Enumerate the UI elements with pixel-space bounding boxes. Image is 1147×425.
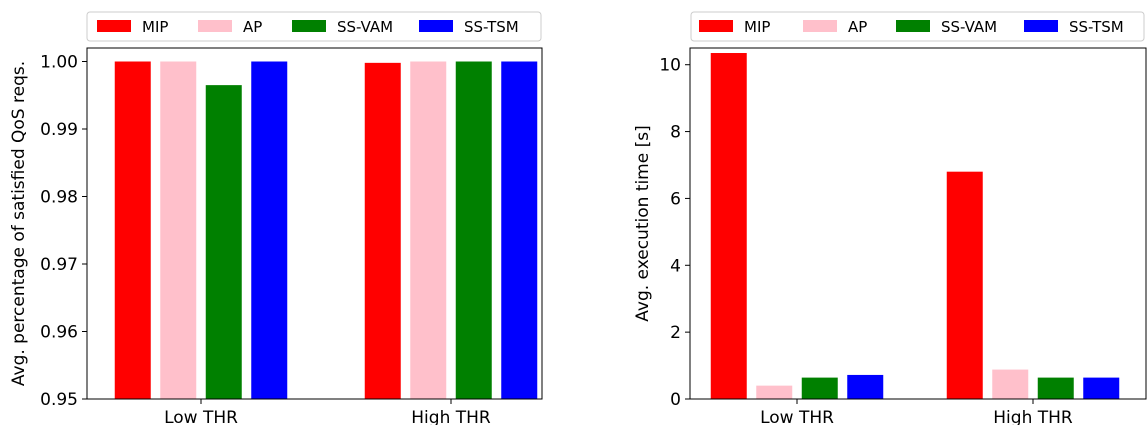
bar-ss-tsm-high-thr <box>1083 377 1120 399</box>
y-tick-label: 0.96 <box>40 323 78 343</box>
y-tick-label: 0.98 <box>40 188 78 208</box>
bar-ss-tsm-low-thr <box>251 61 288 399</box>
bar-ss-tsm-high-thr <box>501 61 538 399</box>
y-axis-label: Avg. execution time [s] <box>633 125 653 321</box>
chart-execution-time: 0 2 4 6 8 10 Low THR High THR Avg. execution tim… <box>633 11 1147 425</box>
y-tick-label: 1.00 <box>40 53 78 73</box>
chart-qos-satisfaction: 0.95 0.96 0.97 0.98 0.99 1.00 Low THR High THR A… <box>9 11 543 425</box>
legend-swatch <box>198 20 232 32</box>
legend-label: MIP <box>142 18 168 36</box>
y-tick-label: 8 <box>670 123 681 143</box>
legend-label: AP <box>243 18 262 36</box>
y-tick-label: 0.97 <box>40 255 78 275</box>
x-tick-label: Low THR <box>760 408 834 425</box>
bar-ap-low-thr <box>160 61 197 399</box>
y-tick-label: 10 <box>659 56 681 76</box>
y-tick-label: 0.95 <box>40 390 78 410</box>
legend-swatch <box>699 20 733 32</box>
legend-label: AP <box>848 18 867 36</box>
bar-ap-high-thr <box>992 369 1029 399</box>
legend-swatch <box>419 20 453 32</box>
legend-swatch <box>97 20 131 32</box>
plot-frame <box>689 47 1147 400</box>
bar-ap-high-thr <box>410 61 447 399</box>
legend-swatch <box>292 20 326 32</box>
y-tick-label: 2 <box>670 323 681 343</box>
bar-mip-low-thr <box>114 61 151 399</box>
bar-ss-vam-low-thr <box>801 377 838 399</box>
y-tick-label: 0 <box>670 390 681 410</box>
legend-swatch <box>896 20 930 32</box>
x-tick-label: High THR <box>993 408 1073 425</box>
bar-ss-vam-high-thr <box>455 61 492 399</box>
bar-ss-vam-high-thr <box>1037 377 1074 399</box>
y-tick-label: 0.99 <box>40 120 78 140</box>
y-axis-label: Avg. percentage of satisfied QoS reqs. <box>9 61 29 386</box>
x-tick-label: High THR <box>411 408 491 425</box>
legend-label: SS-VAM <box>337 18 393 36</box>
bar-mip-high-thr <box>364 62 401 399</box>
y-tick-label: 6 <box>670 189 681 209</box>
bar-mip-low-thr <box>710 53 747 400</box>
legend-label: SS-TSM <box>1069 18 1124 36</box>
legend-swatch <box>1024 20 1058 32</box>
bar-ss-tsm-low-thr <box>847 374 884 399</box>
bar-ap-low-thr <box>756 385 793 399</box>
x-tick-label: Low THR <box>164 408 238 425</box>
legend-label: SS-TSM <box>464 18 519 36</box>
bar-ss-vam-low-thr <box>205 85 242 399</box>
legend-label: MIP <box>744 18 770 36</box>
bar-mip-high-thr <box>946 171 983 399</box>
legend-swatch <box>803 20 837 32</box>
y-tick-label: 4 <box>670 256 681 276</box>
plot-frame <box>86 47 543 400</box>
legend-label: SS-VAM <box>941 18 997 36</box>
